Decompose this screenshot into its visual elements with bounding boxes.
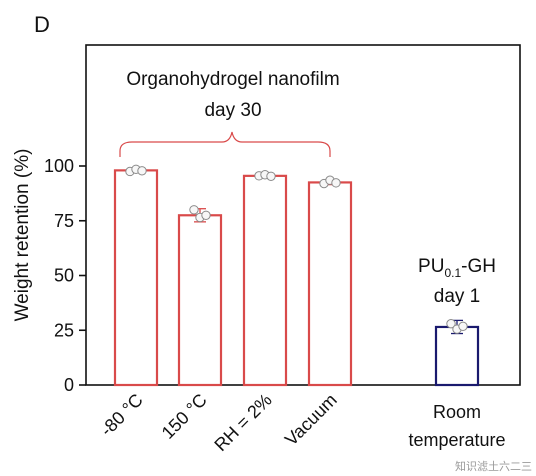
single-annotation-suffix: -GH [461,256,496,277]
x-axis-labels: -80 °C 150 °C RH = 2% Vacuum Room temperature [96,390,505,455]
group-annotation-line2: day 30 [204,100,261,121]
bar [113,169,159,387]
data-point [137,166,147,176]
bar [434,325,480,387]
bar [307,181,353,387]
data-point [458,321,468,332]
data-point [446,318,456,329]
bar [242,174,288,387]
y-tick-label: 75 [54,211,74,231]
x-tick-label-line: Room [433,402,481,422]
x-tick-label: 150 °C [158,390,211,443]
y-axis-label: Weight retention (%) [12,149,33,322]
single-annotation-line1: PU0.1-GH [418,256,496,280]
data-point [189,205,199,215]
plot-frame [85,44,521,386]
x-tick-label: RH = 2% [210,390,275,455]
x-tick-label-line: temperature [408,430,505,450]
single-annotation-line2: day 1 [434,286,480,307]
group-annotation-line1: Organohydrogel nanofilm [126,69,339,90]
watermark: 知识滤土六二三 [455,459,532,473]
bar [177,214,223,387]
data-points [125,164,468,334]
data-point [331,178,341,188]
x-tick-label: -80 °C [96,390,146,440]
data-point [266,171,276,181]
y-tick-label: 50 [54,266,74,286]
y-tick-label: 100 [44,156,74,176]
bars [113,169,480,387]
single-annotation-base: PU [418,256,444,277]
group-brace [119,131,331,157]
x-tick-label: Vacuum [281,390,341,450]
data-point [201,210,211,220]
panel-label: D [34,12,50,37]
single-annotation-subscript: 0.1 [444,266,461,280]
x-tick-label-room-temperature: Room temperature [408,402,505,450]
y-tick-label: 0 [64,375,74,395]
y-axis-ticks: 0 25 50 75 100 [44,156,86,395]
y-tick-label: 25 [54,320,74,340]
